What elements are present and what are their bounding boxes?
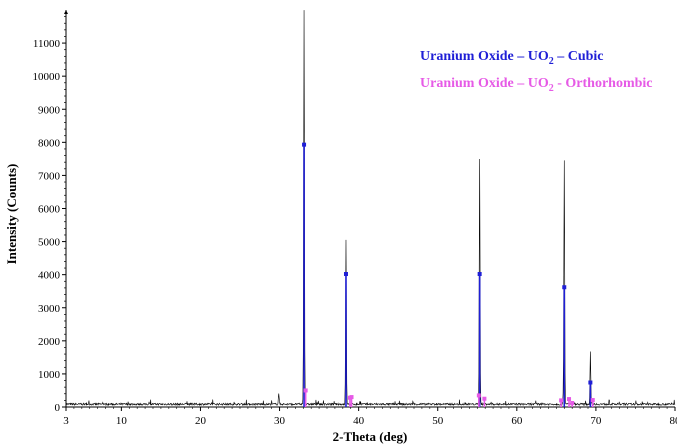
- orthorhombic-point: [349, 395, 354, 400]
- series-orthorhombic: [303, 388, 595, 407]
- x-tick-label: 70: [590, 415, 602, 427]
- cubic-point: [477, 272, 482, 277]
- orthorhombic-point: [570, 401, 575, 406]
- legend-ortho-tail: - Orthorhombic: [554, 76, 653, 91]
- y-tick-label: 0: [55, 402, 61, 414]
- cubic-point: [343, 272, 348, 277]
- measured-pattern-line: [65, 10, 676, 407]
- x-tick-label: 3: [63, 415, 69, 427]
- cubic-point: [562, 285, 567, 290]
- measured-pattern: [65, 10, 676, 407]
- y-axis-arrow: [64, 10, 68, 14]
- cubic-point: [588, 380, 593, 385]
- legend-cubic-tail: – Cubic: [554, 49, 604, 64]
- cubic-point: [302, 142, 307, 147]
- orthorhombic-point: [482, 396, 487, 401]
- y-tick-label: 3000: [38, 303, 61, 315]
- orthorhombic-point: [559, 398, 564, 403]
- axes-layer: [62, 10, 676, 411]
- legend-entry-cubic: Uranium Oxide – UO2 – Cubic: [420, 49, 604, 67]
- y-axis-title: Intensity (Counts): [4, 164, 19, 265]
- y-tick-label: 9000: [38, 104, 61, 116]
- legend-cubic-sub: 2: [549, 56, 554, 67]
- x-tick-label: 50: [432, 415, 444, 427]
- orthorhombic-point: [476, 393, 481, 398]
- x-tick-label: 20: [195, 415, 207, 427]
- y-tick-label: 10000: [33, 71, 61, 83]
- series-cubic: [302, 142, 593, 407]
- x-tick-label: 80: [670, 415, 677, 427]
- y-tick-label: 11000: [33, 38, 61, 50]
- y-tick-label: 1000: [38, 369, 61, 381]
- y-tick-label: 4000: [38, 270, 61, 282]
- y-tick-label: 7000: [38, 170, 61, 182]
- legend: Uranium Oxide – UO2 – Cubic Uranium Oxid…: [420, 49, 653, 94]
- legend-cubic-name: Uranium Oxide – UO: [420, 49, 549, 64]
- orthorhombic-point: [590, 398, 595, 403]
- legend-ortho-sub: 2: [549, 83, 554, 94]
- x-tick-label: 30: [274, 415, 286, 427]
- x-axis-title: 2-Theta (deg): [333, 429, 408, 444]
- x-tick-label: 40: [353, 415, 365, 427]
- legend-entry-orthorhombic: Uranium Oxide – UO2 - Orthorhombic: [420, 76, 653, 94]
- x-tick-label: 60: [511, 415, 523, 427]
- y-tick-label: 6000: [38, 204, 61, 216]
- y-tick-label: 2000: [38, 336, 61, 348]
- x-tick-label: 10: [116, 415, 128, 427]
- orthorhombic-point: [303, 388, 308, 393]
- tick-labels: 0 1000 2000 3000 4000 5000 6000 7000 8000 9000 100…: [33, 38, 677, 427]
- y-tick-label: 5000: [38, 237, 61, 249]
- orthorhombic-point: [567, 397, 572, 402]
- y-tick-label: 8000: [38, 137, 61, 149]
- legend-ortho-name: Uranium Oxide – UO: [420, 76, 549, 91]
